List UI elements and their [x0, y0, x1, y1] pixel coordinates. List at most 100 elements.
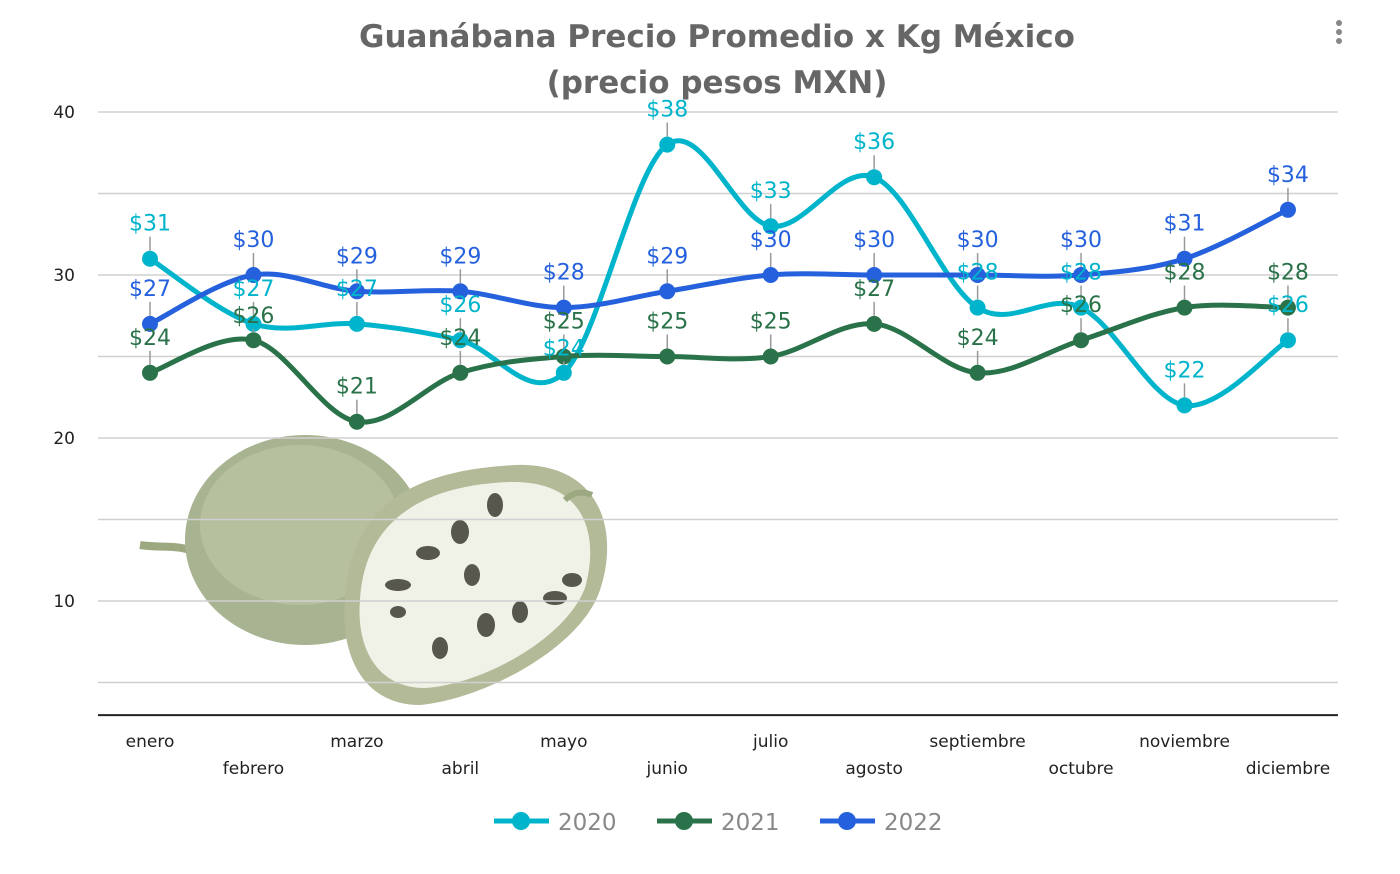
data-point-2020 [452, 332, 469, 349]
data-label-2022: $30 [232, 228, 274, 253]
data-label-2021: $28 [1164, 261, 1206, 286]
x-tick-label: febrero [223, 759, 284, 779]
data-point-2022 [555, 299, 572, 316]
data-label-2020: $33 [750, 179, 792, 204]
data-label-2020: $36 [853, 130, 895, 155]
data-point-2020 [1279, 332, 1296, 349]
x-tick-label: agosto [845, 759, 903, 779]
data-point-2020 [555, 364, 572, 381]
data-point-2020 [245, 315, 262, 332]
data-point-2021 [245, 332, 262, 349]
x-tick-label: julio [752, 732, 788, 752]
data-label-2022: $34 [1267, 163, 1309, 188]
data-label-2021: $25 [750, 310, 792, 335]
data-point-2022 [348, 283, 365, 300]
legend-marker-2021 [675, 812, 693, 830]
data-label-2022: $30 [1060, 228, 1102, 253]
y-tick-label: 10 [53, 592, 75, 612]
data-label-2021: $26 [1060, 293, 1102, 318]
x-tick-label: marzo [330, 732, 383, 752]
legend-label-2021: 2021 [721, 810, 780, 836]
title-line: Guanábana Precio Promedio x Kg México [359, 19, 1075, 55]
x-tick-label: junio [646, 759, 688, 779]
x-tick-label: mayo [540, 732, 587, 752]
data-point-2020 [969, 299, 986, 316]
data-point-2022 [1176, 250, 1193, 267]
data-point-2022 [1073, 267, 1090, 283]
data-label-2021: $25 [646, 310, 688, 335]
data-label-2020: $38 [646, 98, 688, 123]
data-label-2020: $26 [1267, 293, 1309, 318]
data-label-2021: $26 [232, 304, 274, 329]
data-label-2020: $27 [232, 277, 274, 302]
data-point-2021 [555, 348, 572, 365]
data-point-2020 [866, 169, 883, 186]
data-label-2020: $22 [1164, 358, 1206, 383]
more-vertical-icon[interactable] [1332, 20, 1346, 50]
legend-marker-2022 [838, 812, 856, 830]
series-line-2021 [149, 302, 1288, 425]
data-point-2020 [659, 136, 676, 153]
data-point-2020 [1073, 299, 1090, 316]
data-label-2021: $25 [543, 310, 585, 335]
subtitle-line: (precio pesos MXN) [546, 65, 888, 101]
data-point-2021 [969, 364, 986, 381]
data-label-2020: $27 [336, 277, 378, 302]
data-label-2021: $24 [957, 326, 999, 351]
data-label-2020: $26 [439, 293, 481, 318]
legend-label-2020: 2020 [558, 810, 617, 836]
data-label-2022: $30 [853, 228, 895, 253]
data-point-2021 [142, 364, 158, 381]
data-label-2021: $21 [336, 375, 378, 400]
soursop-fruit-picture [139, 435, 608, 705]
data-point-2021 [348, 413, 365, 430]
data-point-2022 [866, 267, 883, 283]
data-label-2021: $27 [853, 277, 895, 302]
data-point-2021 [1176, 299, 1193, 316]
x-tick-label: octubre [1049, 759, 1114, 779]
legend-marker-2020 [512, 812, 530, 830]
data-point-2021 [1073, 332, 1090, 349]
x-tick-label: septiembre [929, 732, 1025, 752]
data-point-2022 [969, 267, 986, 283]
data-point-2022 [762, 267, 779, 283]
data-label-2022: $29 [336, 244, 378, 269]
data-label-2020: $28 [957, 261, 999, 286]
legend-label-2022: 2022 [884, 810, 943, 836]
data-label-2020: $31 [129, 212, 171, 237]
x-tick-label: noviembre [1139, 732, 1230, 752]
y-tick-label: 40 [53, 103, 75, 123]
x-tick-label: diciembre [1246, 759, 1330, 779]
data-point-2021 [866, 315, 883, 332]
series-line-2022 [148, 207, 1290, 327]
data-label-2022: $29 [439, 244, 481, 269]
data-point-2022 [659, 283, 676, 300]
data-point-2020 [142, 250, 158, 267]
data-point-2021 [452, 364, 469, 381]
data-label-2022: $30 [750, 228, 792, 253]
data-label-2022: $29 [646, 244, 688, 269]
data-label-2020: $24 [543, 337, 585, 362]
data-label-2020: $28 [1060, 261, 1102, 286]
data-label-2022: $31 [1164, 212, 1206, 237]
data-label-2021: $24 [129, 326, 171, 351]
data-point-2022 [452, 283, 469, 300]
x-tick-label: enero [126, 732, 175, 752]
data-label-2022: $30 [957, 228, 999, 253]
x-tick-label: abril [442, 759, 480, 779]
data-point-2022 [245, 267, 262, 283]
data-point-2022 [142, 315, 158, 332]
data-point-2021 [1279, 299, 1296, 316]
data-point-2022 [1279, 201, 1296, 218]
data-label-2021: $28 [1267, 261, 1309, 286]
y-tick-label: 20 [53, 429, 75, 449]
data-point-2021 [659, 348, 676, 365]
data-label-2021: $24 [439, 326, 481, 351]
data-point-2020 [762, 218, 779, 235]
data-point-2021 [762, 348, 779, 365]
data-point-2020 [348, 315, 365, 332]
y-tick-label: 30 [53, 266, 75, 286]
data-label-2022: $27 [129, 277, 171, 302]
chart-title: Guanábana Precio Promedio x Kg México (p… [0, 14, 1400, 106]
